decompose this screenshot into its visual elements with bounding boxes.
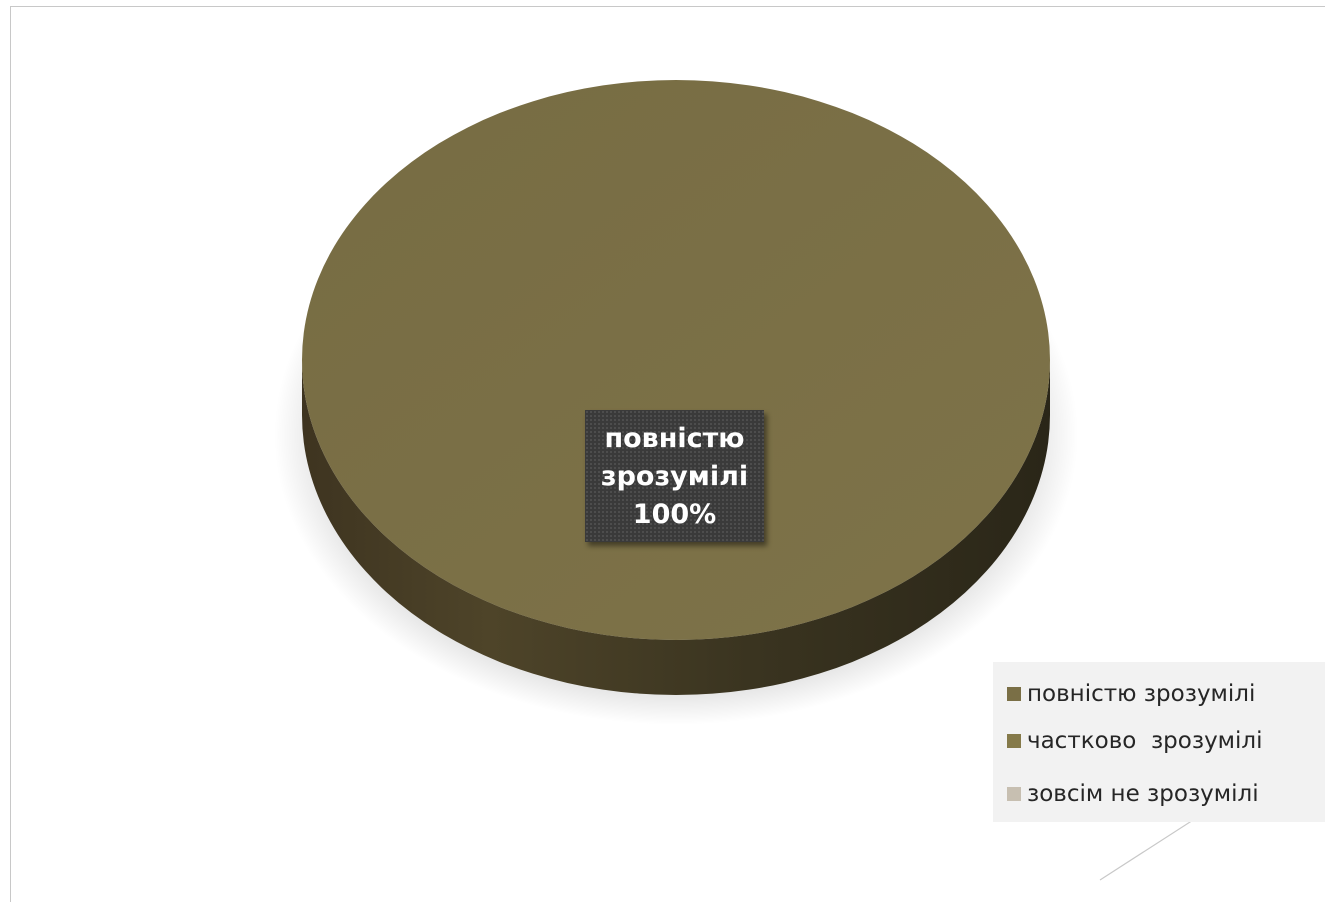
legend-label-1: повністю зрозумілі [1027, 681, 1256, 707]
legend-label-3: зовсім не зрозумілі [1027, 781, 1259, 807]
legend: повністю зрозумілі частково зрозумілі зо… [993, 662, 1325, 822]
data-label-slice-1: повністю зрозумілі 100% [585, 410, 764, 542]
data-label-line-3: 100% [632, 499, 717, 530]
legend-label-2: частково зрозумілі [1027, 728, 1263, 754]
legend-swatch-1 [1007, 687, 1021, 701]
legend-item-1: повністю зрозумілі [1007, 676, 1255, 712]
legend-item-3: зовсім не зрозумілі [1007, 776, 1259, 812]
pie-slice-1-side [302, 360, 1050, 695]
frame-left-line [10, 6, 11, 902]
pie-slices [302, 80, 1050, 695]
legend-item-2: частково зрозумілі [1007, 723, 1263, 759]
pie-slice-1 [302, 80, 1050, 640]
data-label-line-2: зрозумілі [600, 461, 749, 492]
frame-top-line [10, 6, 1325, 7]
data-label-line-1: повністю [604, 423, 745, 454]
legend-swatch-2 [1007, 734, 1021, 748]
legend-swatch-3 [1007, 787, 1021, 801]
